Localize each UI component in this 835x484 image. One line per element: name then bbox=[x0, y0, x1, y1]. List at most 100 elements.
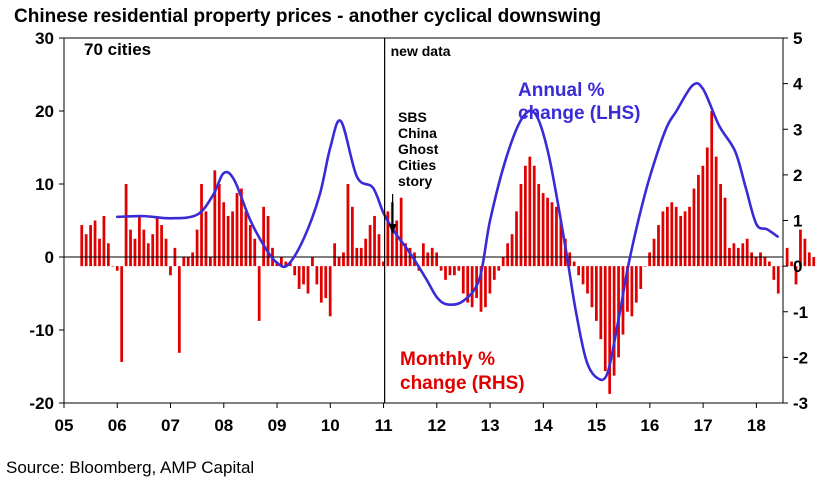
monthly-bar bbox=[763, 257, 767, 267]
monthly-bar bbox=[577, 266, 580, 276]
x-tick-label: 14 bbox=[534, 416, 553, 435]
monthly-bar bbox=[461, 266, 465, 294]
x-tick-label: 08 bbox=[214, 416, 233, 435]
x-tick-label: 16 bbox=[640, 416, 659, 435]
monthly-bar bbox=[466, 266, 470, 303]
monthly-bar bbox=[377, 234, 381, 267]
monthly-bar bbox=[382, 261, 385, 267]
x-tick-label: 07 bbox=[161, 416, 180, 435]
panel-label: 70 cities bbox=[84, 40, 151, 59]
monthly-bar bbox=[799, 229, 802, 267]
monthly-bar bbox=[89, 225, 92, 267]
source-note: Source: Bloomberg, AMP Capital bbox=[6, 458, 254, 477]
left-tick-label: -20 bbox=[29, 394, 54, 413]
monthly-bar bbox=[501, 257, 505, 267]
monthly-bar bbox=[759, 252, 762, 267]
monthly-bar bbox=[102, 215, 106, 267]
right-tick-label: -3 bbox=[793, 394, 808, 413]
monthly-bar bbox=[240, 188, 243, 267]
annotation-line-2: China bbox=[398, 125, 437, 141]
monthly-bar bbox=[262, 206, 266, 267]
monthly-bar bbox=[390, 202, 394, 267]
monthly-bar bbox=[164, 238, 168, 267]
right-tick-label: -2 bbox=[793, 348, 808, 367]
monthly-bar bbox=[510, 234, 514, 267]
monthly-bar bbox=[537, 184, 541, 267]
monthly-bar bbox=[457, 266, 461, 271]
monthly-bar bbox=[248, 225, 252, 267]
monthly-bar bbox=[559, 220, 563, 267]
monthly-bar bbox=[253, 238, 257, 267]
monthly-bar bbox=[674, 206, 678, 267]
monthly-bar bbox=[399, 197, 403, 267]
monthly-bar bbox=[776, 266, 780, 294]
monthly-bar bbox=[324, 266, 328, 299]
right-axis-ticks: 5 4 3 2 1 0 -1 -2 -3 bbox=[783, 29, 808, 413]
monthly-bar bbox=[479, 266, 483, 312]
monthly-bar bbox=[697, 174, 700, 267]
monthly-bar bbox=[790, 261, 793, 267]
monthly-bar bbox=[594, 266, 598, 321]
monthly-bar bbox=[182, 257, 186, 267]
annotation-arrow-head bbox=[388, 224, 397, 234]
monthly-bar bbox=[785, 247, 789, 267]
x-tick-label: 17 bbox=[694, 416, 713, 435]
monthly-bar bbox=[586, 266, 589, 294]
monthly-bar bbox=[306, 266, 310, 294]
monthly-bar bbox=[679, 215, 683, 267]
monthly-bar bbox=[395, 220, 399, 267]
left-tick-label: 30 bbox=[35, 29, 54, 48]
monthly-bar bbox=[714, 156, 718, 267]
monthly-bar bbox=[257, 266, 261, 321]
monthly-bar bbox=[444, 266, 447, 280]
monthly-bar bbox=[807, 252, 811, 267]
monthly-bar bbox=[768, 261, 771, 267]
monthly-bar bbox=[231, 211, 234, 267]
monthly-bar bbox=[244, 211, 248, 267]
x-tick-label: 06 bbox=[108, 416, 127, 435]
monthly-bar bbox=[515, 211, 518, 267]
chart-title: Chinese residential property prices - an… bbox=[14, 6, 601, 27]
monthly-bar bbox=[484, 266, 487, 308]
monthly-bar bbox=[581, 266, 585, 285]
monthly-bar bbox=[280, 257, 283, 267]
x-tick-label: 15 bbox=[587, 416, 606, 435]
x-tick-label: 11 bbox=[375, 416, 393, 435]
annotation-line-1: SBS bbox=[398, 109, 427, 125]
monthly-bar bbox=[705, 147, 709, 267]
monthly-bar bbox=[337, 257, 341, 267]
monthly-bar bbox=[311, 257, 314, 267]
monthly-bar bbox=[368, 225, 372, 267]
monthly-bar bbox=[195, 229, 199, 267]
monthly-bar bbox=[84, 234, 88, 267]
monthly-bar bbox=[524, 165, 527, 267]
monthly-bar bbox=[200, 184, 203, 267]
monthly-bar bbox=[346, 184, 350, 267]
monthly-bar bbox=[599, 266, 603, 340]
right-tick-label: 4 bbox=[793, 75, 803, 94]
monthly-bar bbox=[120, 266, 124, 362]
monthly-bar bbox=[266, 215, 270, 267]
monthly-bar bbox=[426, 252, 430, 267]
monthly-bar bbox=[124, 184, 128, 267]
monthly-bar bbox=[448, 266, 452, 276]
monthly-bar bbox=[404, 243, 407, 267]
monthly-bar bbox=[657, 225, 660, 267]
monthly-bar bbox=[235, 193, 239, 267]
monthly-bar bbox=[701, 165, 705, 267]
monthly-bar bbox=[719, 184, 722, 267]
monthly-bar bbox=[741, 243, 745, 267]
monthly-bar bbox=[519, 184, 523, 267]
monthly-bar bbox=[111, 266, 115, 267]
x-tick-label: 05 bbox=[55, 416, 74, 435]
monthly-bar bbox=[612, 266, 616, 376]
monthly-bar bbox=[626, 266, 629, 312]
monthly-bar bbox=[723, 197, 727, 267]
monthly-bar bbox=[191, 252, 195, 267]
left-tick-label: 20 bbox=[35, 102, 54, 121]
monthly-bar bbox=[568, 252, 572, 267]
monthly-bar bbox=[342, 252, 345, 267]
monthly-bar bbox=[590, 266, 594, 308]
monthly-bar bbox=[475, 266, 478, 299]
monthly-bar bbox=[528, 156, 532, 267]
